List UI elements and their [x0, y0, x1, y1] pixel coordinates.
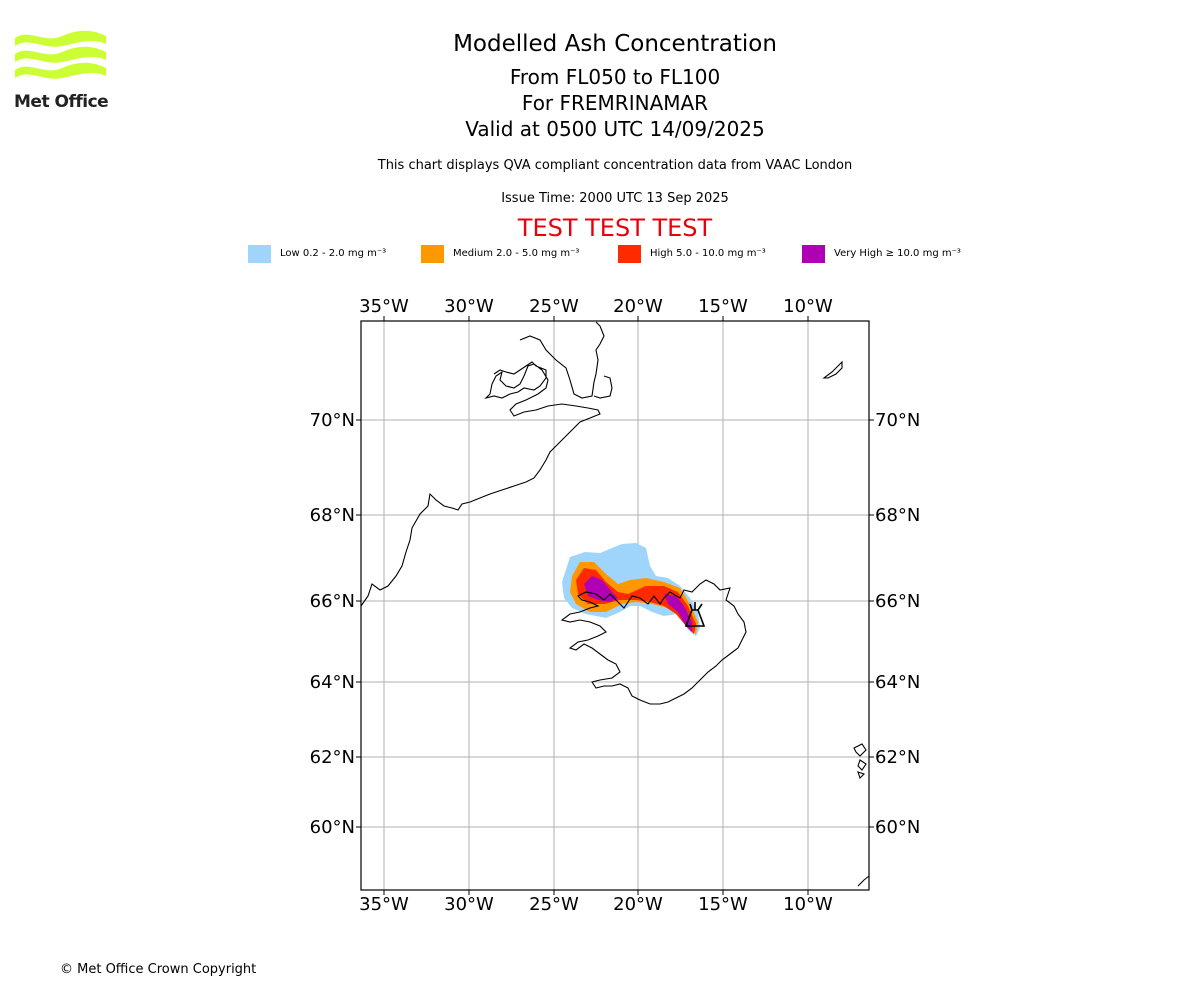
met-office-logo: Met Office — [14, 30, 110, 112]
legend-swatch-high — [618, 244, 641, 263]
ash-high-region — [576, 568, 696, 634]
test-banner: TEST TEST TEST — [517, 214, 713, 242]
lat-tick-right: 70°N — [875, 410, 920, 431]
legend-swatch-medium — [421, 244, 444, 263]
region-name: For FREMRINAMAR — [521, 91, 709, 115]
issue-time: Issue Time: 2000 UTC 13 Sep 2025 — [501, 191, 729, 206]
flight-level-range: From FL050 to FL100 — [509, 65, 721, 89]
lat-tick-right: 60°N — [875, 817, 920, 838]
lat-tick-left: 68°N — [310, 505, 355, 526]
lat-tick-right: 62°N — [875, 747, 920, 768]
lon-tick-bottom: 10°W — [783, 894, 833, 915]
legend-swatch-very-high — [802, 244, 825, 263]
copyright-notice: © Met Office Crown Copyright — [60, 962, 257, 977]
volcano-icon — [684, 602, 706, 627]
lon-tick-top: 20°W — [613, 296, 663, 317]
lon-tick-top: 25°W — [529, 296, 579, 317]
lon-tick-bottom: 20°W — [613, 894, 663, 915]
map-ticks: 35°W 30°W 25°W 20°W 15°W 10°W 35°W 30°W … — [310, 296, 921, 915]
lat-tick-left: 66°N — [310, 591, 355, 612]
legend-label-high: High 5.0 - 10.0 mg m⁻³ — [650, 248, 766, 259]
legend-swatch-low — [248, 244, 271, 263]
map-frame — [360, 320, 870, 891]
lon-tick-bottom: 15°W — [698, 894, 748, 915]
lon-tick-top: 10°W — [783, 296, 833, 317]
lon-tick-top: 15°W — [698, 296, 748, 317]
coastlines — [360, 321, 870, 887]
ash-very-high-region — [584, 576, 692, 632]
lat-tick-left: 60°N — [310, 817, 355, 838]
lat-tick-right: 66°N — [875, 591, 920, 612]
legend-item-medium: Medium 2.0 - 5.0 mg m⁻³ — [421, 244, 579, 263]
legend-item-low: Low 0.2 - 2.0 mg m⁻³ — [248, 244, 386, 263]
met-office-waves-icon — [15, 30, 106, 79]
greenland-coast — [360, 321, 605, 607]
map-gridlines — [361, 321, 869, 890]
lat-tick-right: 68°N — [875, 505, 920, 526]
chart-description: This chart displays QVA compliant concen… — [377, 158, 853, 173]
lat-tick-left: 62°N — [310, 747, 355, 768]
faroe-coast — [853, 743, 867, 780]
lon-tick-bottom: 25°W — [529, 894, 579, 915]
lon-tick-bottom: 30°W — [444, 894, 494, 915]
logo-text: Met Office — [14, 92, 109, 112]
iceland-coast — [560, 579, 747, 705]
lat-tick-left: 64°N — [310, 672, 355, 693]
legend-item-high: High 5.0 - 10.0 mg m⁻³ — [618, 244, 766, 263]
lat-tick-right: 64°N — [875, 672, 920, 693]
legend-item-very-high: Very High ≥ 10.0 mg m⁻³ — [802, 244, 961, 263]
chart-title: Modelled Ash Concentration — [453, 31, 777, 57]
valid-time: Valid at 0500 UTC 14/09/2025 — [465, 117, 765, 141]
legend-label-very-high: Very High ≥ 10.0 mg m⁻³ — [834, 248, 961, 259]
lon-tick-top: 30°W — [444, 296, 494, 317]
ash-plume — [562, 543, 700, 636]
lon-tick-top: 35°W — [359, 296, 409, 317]
lon-tick-bottom: 35°W — [359, 894, 409, 915]
lat-tick-left: 70°N — [310, 410, 355, 431]
legend-label-low: Low 0.2 - 2.0 mg m⁻³ — [280, 248, 387, 259]
legend-label-medium: Medium 2.0 - 5.0 mg m⁻³ — [453, 248, 580, 259]
jan-mayen-coast — [822, 360, 843, 379]
scotland-coast — [857, 875, 870, 887]
